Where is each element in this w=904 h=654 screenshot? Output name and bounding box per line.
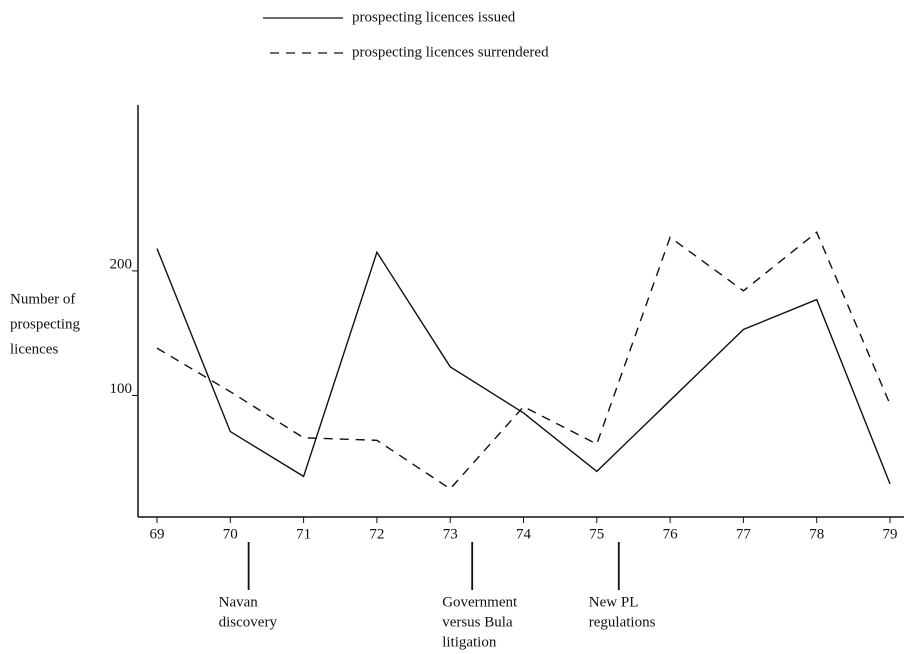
x-tick-label: 75 <box>589 526 604 542</box>
x-tick-label: 74 <box>516 526 532 542</box>
x-tick-label: 76 <box>663 526 679 542</box>
x-tick-label: 69 <box>150 526 165 542</box>
x-tick-label: 78 <box>809 526 824 542</box>
x-tick-label: 77 <box>736 526 752 542</box>
y-tick-label: 100 <box>110 381 133 397</box>
y-axis-label: Number of <box>10 291 75 307</box>
x-tick-label: 70 <box>223 526 238 542</box>
series-line <box>156 231 891 490</box>
x-tick-label: 72 <box>369 526 384 542</box>
annotation-text: versus Bula <box>442 614 513 630</box>
x-tick-label: 79 <box>883 526 898 542</box>
annotation-text: New PL <box>589 594 639 610</box>
legend-label: prospecting licences surrendered <box>352 44 549 60</box>
x-tick-label: 73 <box>443 526 458 542</box>
series-line <box>156 248 891 485</box>
y-axis-label: prospecting <box>10 316 80 332</box>
y-axis-label: licences <box>10 341 58 357</box>
x-tick-label: 71 <box>296 526 311 542</box>
y-tick-label: 200 <box>110 256 133 272</box>
annotation-text: regulations <box>589 614 656 630</box>
annotation-text: litigation <box>442 634 497 650</box>
annotation-text: Navan <box>219 594 259 610</box>
legend-label: prospecting licences issued <box>352 9 516 25</box>
annotation-text: Government <box>442 594 518 610</box>
annotation-text: discovery <box>219 614 278 630</box>
